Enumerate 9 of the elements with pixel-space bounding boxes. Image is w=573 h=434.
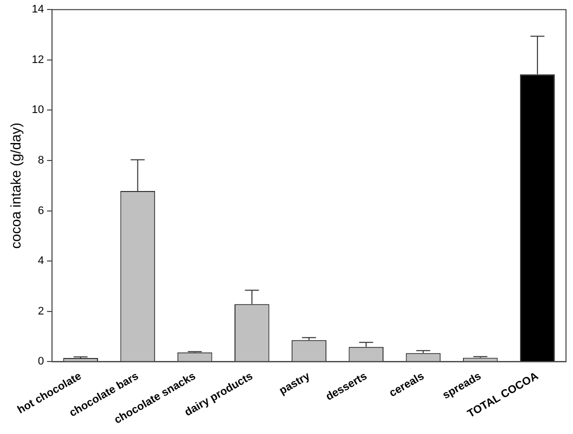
y-tick-label: 10 <box>32 104 44 116</box>
y-tick-label: 2 <box>38 305 44 318</box>
y-tick-label: 12 <box>32 54 44 66</box>
y-tick-label: 4 <box>38 255 44 268</box>
y-tick-label: 6 <box>38 204 44 217</box>
y-tick-label: 8 <box>38 154 44 167</box>
y-tick-label: 14 <box>32 4 44 16</box>
y-axis-title: cocoa intake (g/day) <box>7 122 24 249</box>
y-tick-label: 0 <box>38 356 44 368</box>
